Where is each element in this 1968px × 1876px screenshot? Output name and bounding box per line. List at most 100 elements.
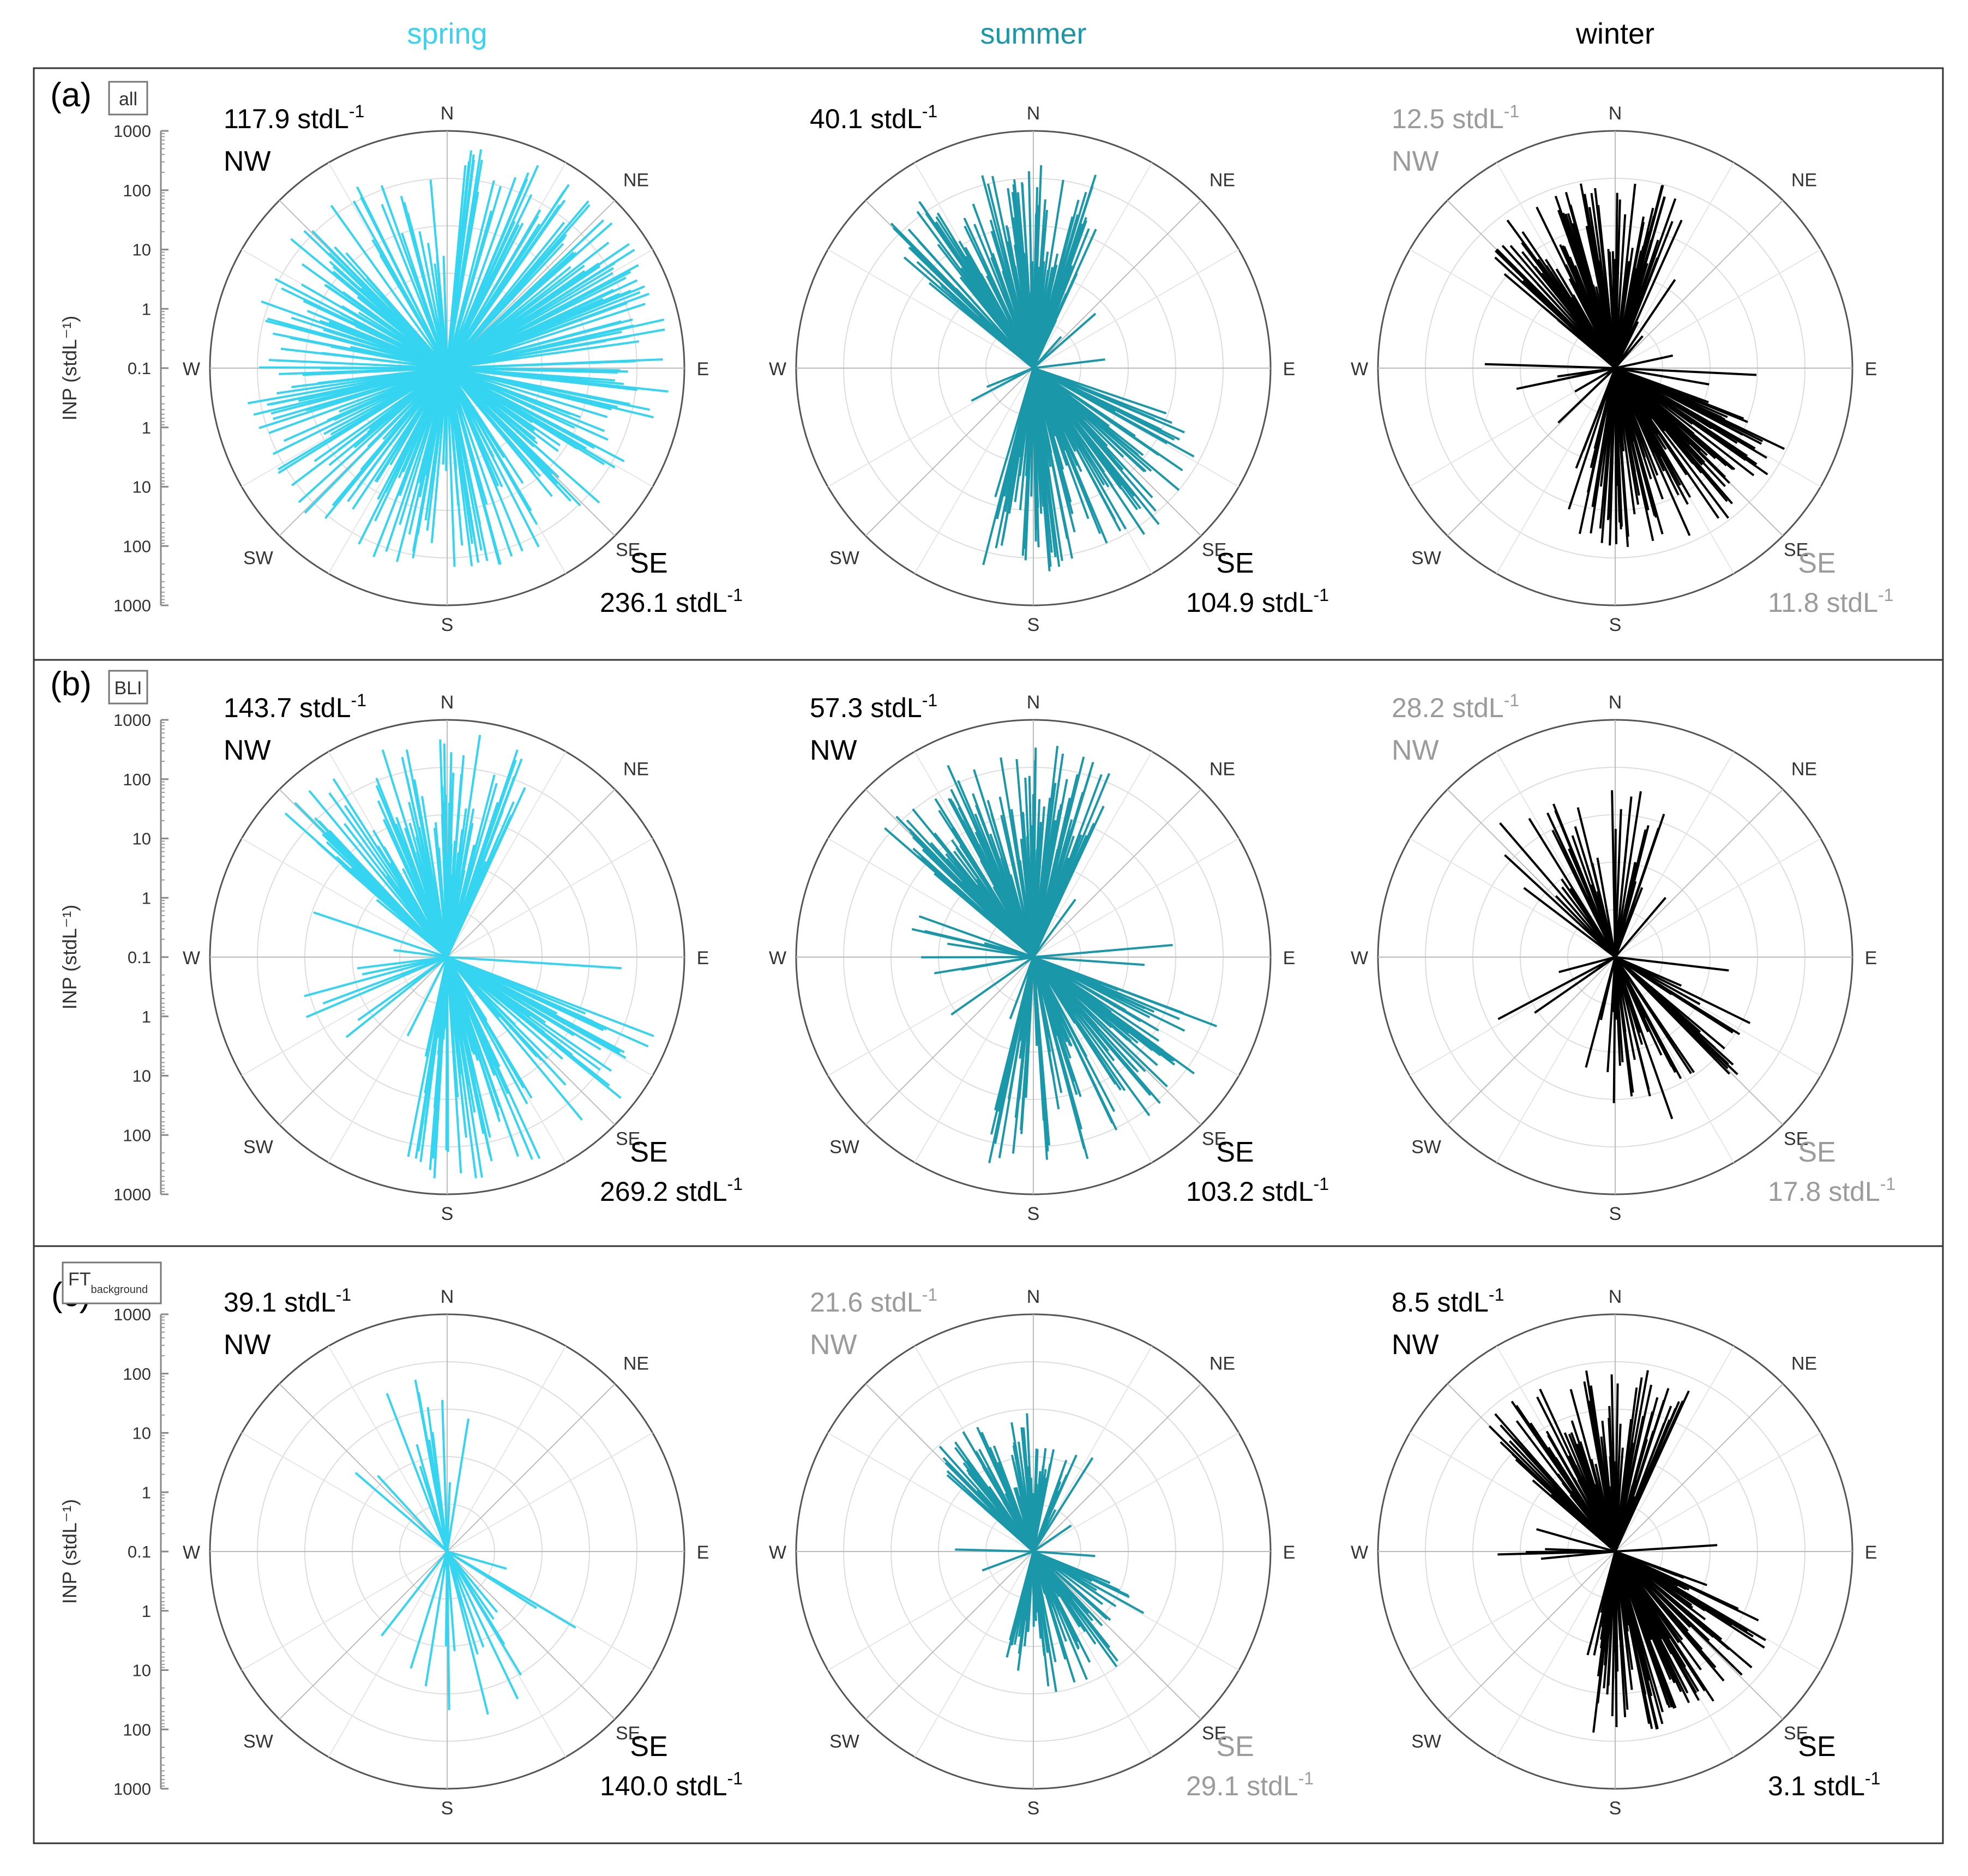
bar (1591, 1482, 1616, 1552)
polar-grid-spoke (827, 249, 1034, 369)
compass-label-E: E (697, 1542, 709, 1563)
bar (317, 367, 448, 384)
bar (1614, 897, 1667, 958)
polar-grid-spoke (1033, 1432, 1239, 1552)
bar (938, 1445, 1034, 1553)
bar (446, 154, 475, 369)
y-tick-label: 1000 (113, 1779, 151, 1799)
polar-grid-spoke (1409, 249, 1616, 369)
bar (1614, 957, 1674, 1120)
bar (986, 799, 1034, 958)
compass-label-N: N (1609, 692, 1622, 713)
polar-grid-spoke (827, 838, 1034, 958)
compass-label-SW: SW (829, 548, 859, 568)
bar (429, 179, 448, 369)
se-direction-label: SE (630, 1731, 667, 1763)
bar (1032, 829, 1073, 958)
category-box (108, 670, 148, 705)
bar (976, 1427, 1034, 1552)
compass-label-S: S (1609, 615, 1622, 635)
bar (447, 360, 617, 369)
bar (916, 211, 1034, 369)
bar (357, 956, 448, 1021)
polar-panel-spring: N NE E SE S SW W 143.7 stdL-1 NW SE 269.2 stdL-1 (183, 690, 743, 1224)
y-tick-label: 10 (133, 478, 151, 497)
bar (1504, 854, 1616, 958)
bar (446, 265, 601, 369)
bar (1033, 956, 1151, 1019)
polar-grid-spoke (241, 1432, 448, 1552)
y-tick-label: 10 (133, 1424, 151, 1443)
compass-label-E: E (1865, 1542, 1877, 1563)
bar (446, 368, 540, 548)
polar-grid-spoke (827, 1432, 1034, 1552)
compass-label-E: E (1283, 359, 1296, 380)
bar (986, 367, 1034, 388)
bar (426, 1407, 448, 1552)
bar (446, 843, 453, 958)
compass-label-NE: NE (1209, 759, 1235, 780)
bar (278, 367, 448, 474)
bar (441, 814, 448, 958)
bar (1033, 367, 1185, 434)
bar (1597, 1455, 1616, 1552)
nw-value-label: 21.6 stdL-1 (810, 1285, 937, 1318)
bars-spring (248, 149, 669, 567)
bar (362, 956, 448, 976)
bar (447, 956, 627, 1059)
bar (947, 942, 1034, 958)
compass-label-SE: SE (1784, 540, 1808, 561)
category-box-label: FTbackground (68, 1269, 148, 1296)
polar-grid-spoke (1409, 1551, 1616, 1671)
bar (1596, 857, 1616, 958)
y-tick-label: 1000 (113, 1185, 151, 1204)
polar-grid-spoke (1615, 751, 1735, 958)
bar (1032, 368, 1074, 514)
bar (1032, 956, 1153, 1051)
bar (382, 367, 448, 440)
polar-grid-spoke (1033, 162, 1153, 369)
bar (427, 243, 448, 369)
bar (386, 1393, 448, 1552)
bar (446, 957, 501, 1108)
bar (1033, 367, 1167, 414)
bar (417, 957, 448, 1152)
polar-panel-summer: N NE E SE S SW W 40.1 stdL-1 SE 104.9 stdL-1 (769, 101, 1329, 635)
se-direction-label: SE (1216, 1731, 1254, 1763)
bar (1614, 367, 1702, 474)
bar (1032, 957, 1050, 1146)
bar (908, 828, 1034, 958)
bar (446, 367, 553, 497)
bars-summer (938, 1413, 1145, 1692)
y-tick-label: 1 (142, 418, 151, 437)
bar (1033, 956, 1180, 1020)
bar (1614, 1550, 1730, 1650)
bar (445, 957, 448, 1030)
se-value-label: 140.0 stdL-1 (600, 1769, 743, 1801)
bar (1614, 185, 1664, 369)
compass-label-W: W (1351, 948, 1368, 969)
bar (1032, 957, 1082, 1097)
bar (1028, 775, 1034, 958)
bar (446, 956, 549, 1059)
bar (446, 367, 581, 507)
bar (1614, 956, 1729, 1069)
bar (1552, 803, 1616, 958)
compass-label-E: E (1865, 948, 1877, 969)
bar (1615, 1544, 1718, 1553)
compass-label-NE: NE (1791, 759, 1817, 780)
bar (1599, 957, 1616, 1020)
bar (352, 367, 448, 510)
compass-label-N: N (441, 103, 454, 124)
nw-direction-label: NW (1392, 735, 1439, 766)
bar (1545, 1548, 1616, 1553)
bar (1523, 887, 1616, 958)
bar (1032, 806, 1045, 958)
nw-value-label: 117.9 stdL-1 (224, 101, 364, 134)
polar-grid-spoke (827, 368, 1034, 488)
se-direction-label: SE (1798, 548, 1835, 579)
polar-grid-spoke (914, 368, 1034, 574)
y-tick-label: 100 (123, 1364, 151, 1384)
bar (354, 1472, 448, 1553)
bar (1607, 1551, 1616, 1686)
